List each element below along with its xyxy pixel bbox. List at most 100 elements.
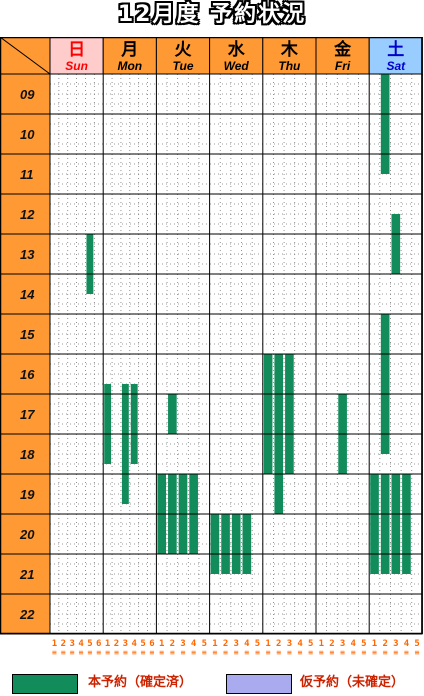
court-number: 3 xyxy=(287,639,292,649)
hour-cell-12 xyxy=(0,193,51,235)
reservation-bar[interactable] xyxy=(242,514,252,574)
hour-cell-20 xyxy=(0,513,51,555)
court-number: 5 xyxy=(202,639,207,649)
reservation-bar[interactable] xyxy=(274,354,284,474)
court-number-mark: ≡ xyxy=(234,648,239,657)
court-number: 5 xyxy=(140,639,145,649)
reservation-bar[interactable] xyxy=(221,514,230,574)
reservation-bar[interactable] xyxy=(121,384,129,504)
court-number-mark: ≡ xyxy=(351,648,356,657)
day-header-sat xyxy=(368,37,423,75)
court-number-mark: ≡ xyxy=(141,648,146,657)
legend-tentative-swatch xyxy=(226,674,292,694)
court-number-mark: ≡ xyxy=(393,648,398,657)
day-en-fri: Fri xyxy=(335,59,351,73)
court-number-mark: ≡ xyxy=(383,648,388,657)
hour-cell-22 xyxy=(0,593,51,635)
hour-label-14: 14 xyxy=(20,287,35,302)
reservation-bar[interactable] xyxy=(402,474,411,574)
court-number: 1 xyxy=(372,639,377,649)
court-number-mark: ≡ xyxy=(266,648,271,657)
court-number-mark: ≡ xyxy=(150,648,155,657)
hour-cell-15 xyxy=(0,313,51,355)
court-number: 2 xyxy=(114,639,119,649)
court-number: 4 xyxy=(191,639,197,649)
hour-label-12: 12 xyxy=(20,207,35,222)
reservation-bar[interactable] xyxy=(380,314,390,454)
court-number: 5 xyxy=(361,639,366,649)
reservation-bar[interactable] xyxy=(168,394,177,434)
court-number: 5 xyxy=(414,639,419,649)
reservation-grid: 日Sun月Mon火Tue水Wed木Thu金Fri土Sat091011121314… xyxy=(0,37,423,657)
court-number: 4 xyxy=(297,639,303,649)
court-number: 3 xyxy=(123,639,128,649)
hour-cell-10 xyxy=(0,113,51,155)
court-number-mark: ≡ xyxy=(404,648,409,657)
reservation-bar[interactable] xyxy=(274,474,284,514)
court-number-mark: ≡ xyxy=(202,648,207,657)
hour-label-21: 21 xyxy=(19,567,34,582)
court-number: 3 xyxy=(69,639,74,649)
court-number-mark: ≡ xyxy=(123,648,128,657)
day-en-sat: Sat xyxy=(386,59,406,73)
court-number-mark: ≡ xyxy=(52,648,57,657)
hour-label-15: 15 xyxy=(20,327,35,342)
court-number-mark: ≡ xyxy=(415,648,420,657)
reservation-bar[interactable] xyxy=(285,354,294,474)
reservation-bar[interactable] xyxy=(231,514,241,574)
court-number: 5 xyxy=(87,639,92,649)
court-number-mark: ≡ xyxy=(79,648,84,657)
hour-label-10: 10 xyxy=(20,127,35,142)
reservation-bar[interactable] xyxy=(380,474,390,574)
hour-label-11: 11 xyxy=(20,167,34,182)
day-kanji-tue: 火 xyxy=(175,40,193,60)
court-number: 4 xyxy=(404,639,410,649)
day-en-wed: Wed xyxy=(224,59,250,73)
day-en-sun: Sun xyxy=(65,59,88,73)
hour-label-13: 13 xyxy=(20,247,35,262)
hour-cell-14 xyxy=(0,273,51,315)
reservation-bar[interactable] xyxy=(210,514,220,574)
court-number: 6 xyxy=(149,639,154,649)
court-number-mark: ≡ xyxy=(114,648,119,657)
hour-cell-19 xyxy=(0,473,51,515)
hour-label-22: 22 xyxy=(19,607,35,622)
court-number: 4 xyxy=(244,639,250,649)
court-number: 2 xyxy=(276,639,281,649)
court-number: 1 xyxy=(319,639,324,649)
day-kanji-fri: 金 xyxy=(333,39,352,60)
hour-cell-17 xyxy=(0,393,51,435)
hour-label-16: 16 xyxy=(20,367,35,382)
reservation-bar[interactable] xyxy=(263,354,273,474)
court-number: 3 xyxy=(340,639,345,649)
day-kanji-sun: 日 xyxy=(68,40,85,60)
day-kanji-wed: 水 xyxy=(228,39,246,60)
court-number: 2 xyxy=(329,639,334,649)
reservation-bar[interactable] xyxy=(104,384,112,464)
court-number: 3 xyxy=(180,639,185,649)
corner-diagonal xyxy=(0,37,51,75)
court-number-mark: ≡ xyxy=(96,648,101,657)
court-number: 1 xyxy=(159,639,164,649)
day-kanji-sat: 土 xyxy=(387,39,404,60)
reservation-bar[interactable] xyxy=(391,474,401,574)
court-number: 3 xyxy=(233,639,238,649)
reservation-bar[interactable] xyxy=(130,384,138,464)
court-number-mark: ≡ xyxy=(105,648,110,657)
hour-label-09: 09 xyxy=(20,87,35,102)
hour-label-18: 18 xyxy=(20,447,35,462)
court-number: 4 xyxy=(351,639,357,649)
hour-label-20: 20 xyxy=(19,527,35,542)
reservation-bar[interactable] xyxy=(391,214,401,274)
reservation-bar[interactable] xyxy=(380,74,390,174)
court-number-mark: ≡ xyxy=(132,648,137,657)
reservation-bar[interactable] xyxy=(370,474,379,574)
court-number: 1 xyxy=(105,639,110,649)
reservation-bar[interactable] xyxy=(86,234,94,294)
day-header-fri xyxy=(315,37,370,75)
hour-cell-13 xyxy=(0,233,51,275)
court-number: 4 xyxy=(78,639,84,649)
day-en-thu: Thu xyxy=(278,59,301,73)
court-number-mark: ≡ xyxy=(287,648,292,657)
court-number: 6 xyxy=(96,639,101,649)
